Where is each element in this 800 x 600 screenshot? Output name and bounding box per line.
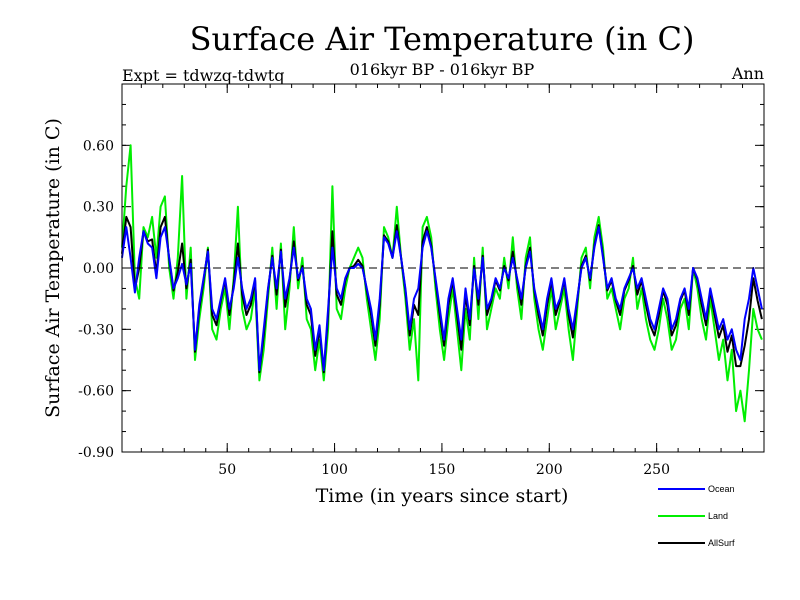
season-label: Ann xyxy=(731,64,764,83)
y-tick-label: 0.30 xyxy=(83,200,114,216)
y-axis-label: Surface Air Temperature (in C) xyxy=(42,118,64,418)
y-tick-label: -0.90 xyxy=(78,445,114,461)
series-line-land xyxy=(121,144,763,423)
chart-title: Surface Air Temperature (in C) xyxy=(190,20,695,58)
x-tick-label: 250 xyxy=(643,462,670,478)
legend-label-allsurf: AllSurf xyxy=(708,538,735,548)
experiment-label: Expt = tdwzq-tdwtq xyxy=(122,66,284,85)
x-tick-label: 150 xyxy=(429,462,456,478)
chart-subtitle: 016kyr BP - 016kyr BP xyxy=(350,60,535,79)
legend: Ocean Land AllSurf xyxy=(658,484,735,548)
y-tick-label: -0.60 xyxy=(78,384,114,400)
y-tick-label: 0.00 xyxy=(83,261,114,277)
x-tick-label: 100 xyxy=(321,462,348,478)
series-line-ocean xyxy=(121,226,763,372)
legend-label-land: Land xyxy=(708,511,728,521)
plot-area-frame xyxy=(121,83,765,453)
legend-label-ocean: Ocean xyxy=(708,484,735,494)
y-tick-label: 0.60 xyxy=(83,138,114,154)
y-tick-label: -0.30 xyxy=(78,322,114,338)
x-tick-label: 50 xyxy=(218,462,236,478)
x-tick-label: 200 xyxy=(536,462,563,478)
series-lines xyxy=(121,144,763,423)
x-axis-label: Time (in years since start) xyxy=(316,485,569,507)
